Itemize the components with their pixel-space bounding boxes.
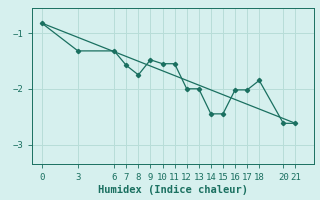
X-axis label: Humidex (Indice chaleur): Humidex (Indice chaleur) (98, 185, 248, 195)
